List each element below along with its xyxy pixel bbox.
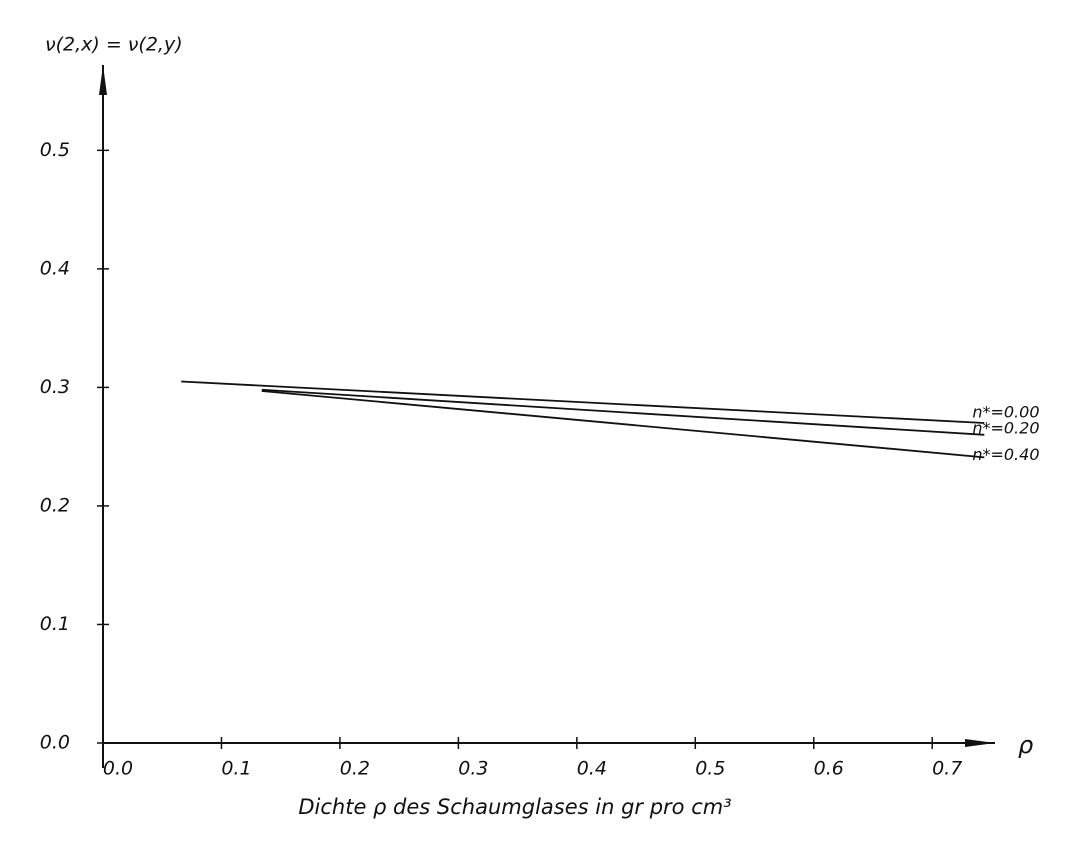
x-tick-label: 0.3 bbox=[458, 758, 488, 780]
y-tick-label: 0.2 bbox=[40, 494, 70, 516]
y-axis-arrow bbox=[99, 65, 107, 95]
x-tick-label: 0.1 bbox=[221, 758, 251, 780]
series-label: n*=0.40 bbox=[972, 445, 1039, 464]
x-tick-label: 0.2 bbox=[340, 758, 370, 780]
y-axis-label: ν(2,x) = ν(2,y) bbox=[45, 34, 183, 56]
series-line bbox=[261, 390, 985, 459]
y-tick-label: 0.3 bbox=[40, 376, 70, 398]
x-axis-label: Dichte ρ des Schaumglases in gr pro cm³ bbox=[298, 795, 731, 819]
x-tick-label: 0.6 bbox=[814, 758, 844, 780]
y-tick-label: 0.0 bbox=[40, 732, 70, 754]
x-tick-label: 0.4 bbox=[577, 758, 607, 780]
series-label: n*=0.20 bbox=[972, 418, 1039, 437]
x-tick-label: 0.0 bbox=[103, 758, 133, 780]
series-line bbox=[181, 380, 985, 424]
series-label: n*=0.00 bbox=[972, 402, 1039, 421]
y-tick-label: 0.4 bbox=[40, 257, 70, 279]
y-tick-label: 0.5 bbox=[40, 139, 70, 161]
x-axis-arrow bbox=[965, 739, 995, 747]
x-tick-label: 0.7 bbox=[932, 758, 962, 780]
series-line bbox=[261, 388, 985, 436]
x-axis-symbol: ρ bbox=[1018, 731, 1033, 759]
x-tick-label: 0.5 bbox=[695, 758, 725, 780]
y-tick-label: 0.1 bbox=[40, 613, 70, 635]
